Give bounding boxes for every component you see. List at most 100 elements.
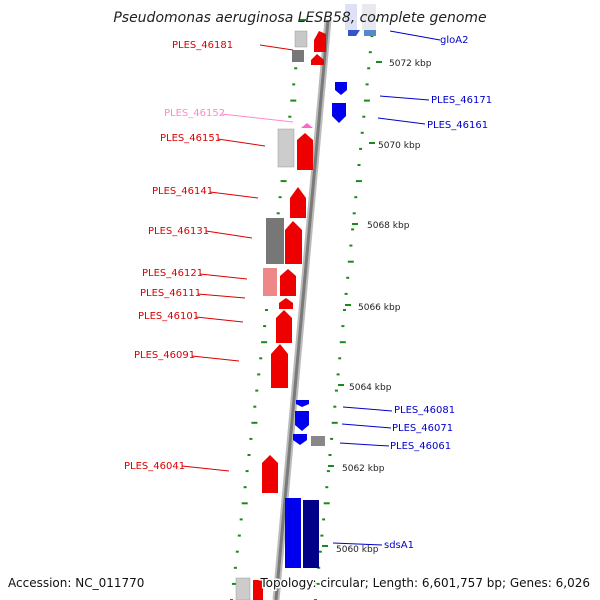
gene-feature-light-red[interactable]	[263, 268, 277, 296]
gene-feature-gray[interactable]	[266, 218, 284, 264]
guide-dot	[352, 212, 356, 215]
guide-dot	[245, 470, 249, 473]
gene-feature-gray[interactable]	[277, 128, 295, 168]
tick-label-5060: 5060 kbp	[336, 545, 379, 555]
gene-feature-gray[interactable]	[294, 30, 308, 48]
gene-label-PLES_46041[interactable]: PLES_46041	[124, 461, 185, 472]
guide-dot	[333, 405, 337, 408]
genome-backbone	[274, 19, 330, 600]
gene-feature-PLES_46141[interactable]	[290, 187, 306, 218]
gene-label-PLES_46181[interactable]: PLES_46181	[172, 40, 233, 51]
gene-feature-PLES_46101[interactable]	[276, 310, 292, 343]
guide-dot	[368, 51, 372, 54]
gene-feature-red-small[interactable]	[311, 54, 324, 65]
gene-label-PLES_46152[interactable]: PLES_46152	[164, 108, 225, 119]
guide-dot	[290, 99, 297, 102]
gene-feature-PLES_46151[interactable]	[297, 133, 313, 170]
gene-label-gloA2[interactable]: gloA2	[440, 35, 468, 46]
guide-dot	[257, 373, 261, 376]
guide-dot	[280, 180, 287, 183]
tick-label-5062: 5062 kbp	[342, 464, 385, 474]
guide-dot	[322, 518, 326, 521]
gene-label-PLES_46141[interactable]: PLES_46141	[152, 186, 213, 197]
gene-feature-blue-small[interactable]	[364, 30, 376, 36]
guide-dot	[239, 518, 243, 521]
topology-text: Topology: circular; Length: 6,601,757 bp…	[259, 576, 590, 590]
gene-label-PLES_46131[interactable]: PLES_46131	[148, 226, 209, 237]
gene-feature-PLES_46111[interactable]	[279, 298, 293, 309]
guide-dot	[288, 115, 292, 118]
guide-dot	[365, 83, 369, 86]
gene-label-PLES_46111[interactable]: PLES_46111	[140, 288, 201, 299]
guide-dot	[261, 341, 268, 344]
guide-dot	[363, 99, 370, 102]
gene-label-PLES_46091[interactable]: PLES_46091	[134, 350, 195, 361]
gene-feature-blue-dark[interactable]	[303, 500, 319, 568]
guide-dot	[355, 180, 362, 183]
gene-feature-PLES_46041[interactable]	[262, 455, 278, 493]
tick-label-5070: 5070 kbp	[378, 141, 421, 151]
gene-feature-sdsA1[interactable]	[285, 498, 301, 568]
guide-dot	[367, 67, 371, 70]
gene-label-sdsA1[interactable]: sdsA1	[384, 540, 414, 551]
gene-feature-PLES_46061[interactable]	[293, 434, 307, 445]
guide-dot	[360, 131, 364, 134]
gene-feature-gray[interactable]	[292, 50, 304, 62]
gene-label-PLES_46171[interactable]: PLES_46171	[431, 95, 492, 106]
gene-feature-PLES_46131[interactable]	[285, 221, 302, 264]
gene-label-PLES_46101[interactable]: PLES_46101	[138, 311, 199, 322]
guide-dot	[362, 115, 366, 118]
gene-label-PLES_46071[interactable]: PLES_46071	[392, 423, 453, 434]
gene-feature-gray[interactable]	[311, 436, 325, 446]
gene-feature-PLES_46071[interactable]	[295, 411, 309, 431]
guide-dot	[326, 470, 330, 473]
gene-feature-light[interactable]	[345, 4, 357, 30]
gene-feature-gloA2[interactable]	[348, 30, 360, 36]
gene-label-PLES_46081[interactable]: PLES_46081	[394, 405, 455, 416]
guide-dot	[318, 550, 322, 553]
gene-label-PLES_46161[interactable]: PLES_46161	[427, 120, 488, 131]
guide-dot	[249, 437, 253, 440]
gene-feature-PLES_46081[interactable]	[296, 400, 309, 407]
guide-dot	[349, 244, 353, 247]
gene-label-PLES_46061[interactable]: PLES_46061	[390, 441, 451, 452]
accession-text: Accession: NC_011770	[8, 576, 144, 590]
gene-feature-red[interactable]	[253, 580, 263, 600]
guide-dot	[241, 502, 248, 505]
tick-label-5064: 5064 kbp	[349, 383, 392, 393]
gene-feature-PLES_46091[interactable]	[271, 344, 288, 388]
guide-dot	[330, 437, 334, 440]
gene-feature-PLES_46171[interactable]	[335, 82, 347, 95]
gene-feature-PLES_46121[interactable]	[280, 269, 296, 296]
guide-dot	[344, 292, 348, 295]
guide-dot	[247, 454, 251, 456]
guide-dot	[243, 486, 247, 489]
gene-feature-PLES_46161[interactable]	[332, 103, 346, 123]
gene-labels: PLES_46181 gloA2 PLES_46171 PLES_46152 P…	[124, 35, 492, 551]
guide-dot	[253, 405, 257, 408]
gene-feature-PLES_46181[interactable]	[314, 31, 326, 52]
gene-feature-light[interactable]	[362, 4, 376, 30]
label-leader-lines	[181, 30, 441, 546]
gene-label-PLES_46151[interactable]: PLES_46151	[160, 133, 221, 144]
guide-dot	[334, 389, 338, 392]
map-title: Pseudomonas aeruginosa LESB58, complete …	[113, 10, 486, 26]
gene-label-PLES_46121[interactable]: PLES_46121	[142, 268, 203, 279]
guide-dot	[255, 389, 259, 392]
guide-dot	[265, 309, 268, 311]
gene-features	[235, 4, 376, 600]
guide-dot	[325, 486, 329, 489]
guide-dot	[351, 228, 355, 231]
guide-dot	[347, 260, 354, 263]
guide-dot	[370, 35, 374, 38]
gene-feature-gray[interactable]	[235, 577, 251, 600]
guide-dot	[233, 566, 237, 569]
guide-dot	[339, 341, 346, 344]
gene-feature-PLES_46152[interactable]	[301, 123, 313, 128]
tick-label-5068: 5068 kbp	[367, 221, 410, 231]
guide-dot	[259, 357, 263, 360]
guide-dot	[278, 196, 282, 199]
guide-dot	[359, 147, 363, 150]
